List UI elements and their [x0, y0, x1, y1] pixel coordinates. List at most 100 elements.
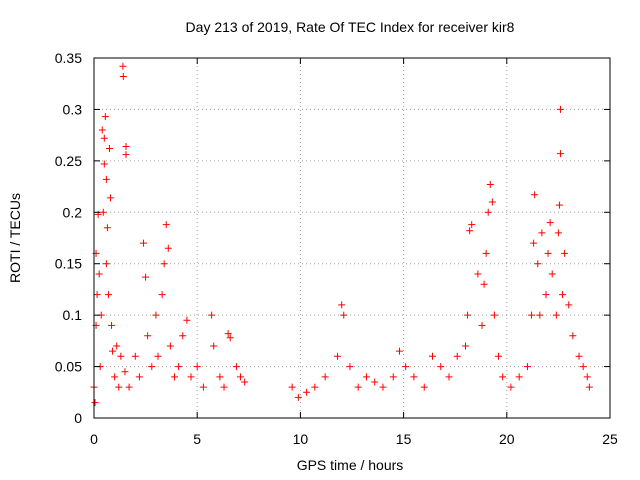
data-point: [548, 270, 556, 278]
data-point: [102, 260, 110, 268]
data-point: [183, 316, 191, 324]
data-point: [523, 363, 531, 371]
data-point: [466, 227, 474, 235]
data-point: [515, 373, 523, 381]
data-point: [561, 249, 569, 257]
data-point: [294, 393, 302, 401]
data-point: [556, 150, 564, 158]
data-point: [552, 311, 560, 319]
data-point: [554, 229, 562, 237]
data-point: [162, 221, 170, 229]
data-point: [453, 352, 461, 360]
data-point: [103, 224, 111, 232]
data-point: [389, 373, 397, 381]
plot-frame: [93, 57, 611, 419]
data-point: [91, 399, 99, 407]
data-point: [119, 62, 127, 70]
data-point: [152, 311, 160, 319]
data-point: [585, 383, 593, 391]
data-point: [108, 321, 116, 329]
data-point: [170, 373, 178, 381]
data-point: [241, 378, 249, 386]
data-point: [115, 383, 123, 391]
x-axis-label: GPS time / hours: [297, 457, 404, 473]
data-point: [208, 311, 216, 319]
data-point: [105, 145, 113, 153]
data-point: [428, 352, 436, 360]
data-point: [125, 383, 133, 391]
data-point: [154, 352, 162, 360]
data-point: [187, 373, 195, 381]
data-point: [546, 219, 554, 227]
grid: [94, 58, 610, 418]
data-point: [484, 208, 492, 216]
data-point: [555, 201, 563, 209]
data-point: [311, 383, 319, 391]
data-point: [140, 239, 148, 247]
data-point: [121, 368, 129, 376]
data-point: [144, 332, 152, 340]
data-point: [288, 383, 296, 391]
data-point: [303, 388, 311, 396]
data-point: [102, 175, 110, 183]
data-point: [402, 363, 410, 371]
data-point: [101, 113, 109, 121]
data-point: [164, 244, 172, 252]
y-axis-label: ROTI / TECUs: [7, 193, 23, 283]
data-point: [420, 383, 428, 391]
data-point: [166, 342, 174, 350]
data-point: [486, 181, 494, 189]
data-points: [90, 62, 593, 407]
data-point: [480, 280, 488, 288]
y-tick-label: 0.35: [55, 50, 82, 66]
data-point: [220, 383, 228, 391]
axis-ticks: 0 5 10 15 20 25 0 0.05 0.1 0.15 0.2 0.25 0.3 0.35: [55, 50, 618, 447]
data-point: [100, 134, 108, 142]
data-point: [536, 311, 544, 319]
data-point: [135, 373, 143, 381]
data-point: [556, 105, 564, 113]
data-point: [542, 291, 550, 299]
data-point: [160, 260, 168, 268]
data-point: [122, 142, 130, 150]
data-point: [122, 151, 130, 159]
data-point: [565, 301, 573, 309]
y-tick-label: 0.05: [55, 359, 82, 375]
data-point: [142, 273, 150, 281]
data-point: [226, 334, 234, 342]
data-point: [445, 373, 453, 381]
data-point: [131, 352, 139, 360]
x-tick-label: 15: [396, 431, 412, 447]
data-point: [338, 301, 346, 309]
data-point: [113, 342, 121, 350]
data-point: [193, 363, 201, 371]
data-point: [340, 311, 348, 319]
y-tick-label: 0.2: [63, 204, 83, 220]
data-point: [354, 383, 362, 391]
data-point: [474, 270, 482, 278]
data-point: [490, 311, 498, 319]
data-point: [538, 229, 546, 237]
data-point: [107, 194, 115, 202]
data-point: [371, 378, 379, 386]
data-point: [346, 363, 354, 371]
data-point: [232, 363, 240, 371]
data-point: [100, 160, 108, 168]
data-point: [321, 373, 329, 381]
data-point: [534, 260, 542, 268]
y-tick-label: 0.1: [63, 307, 83, 323]
data-point: [464, 311, 472, 319]
data-point: [575, 352, 583, 360]
data-point: [179, 332, 187, 340]
data-point: [379, 383, 387, 391]
data-point: [482, 249, 490, 257]
data-point: [158, 291, 166, 299]
data-point: [117, 352, 125, 360]
data-point: [334, 352, 342, 360]
data-point: [531, 191, 539, 199]
data-point: [199, 383, 207, 391]
data-point: [544, 249, 552, 257]
x-tick-label: 10: [293, 431, 309, 447]
data-point: [109, 347, 117, 355]
